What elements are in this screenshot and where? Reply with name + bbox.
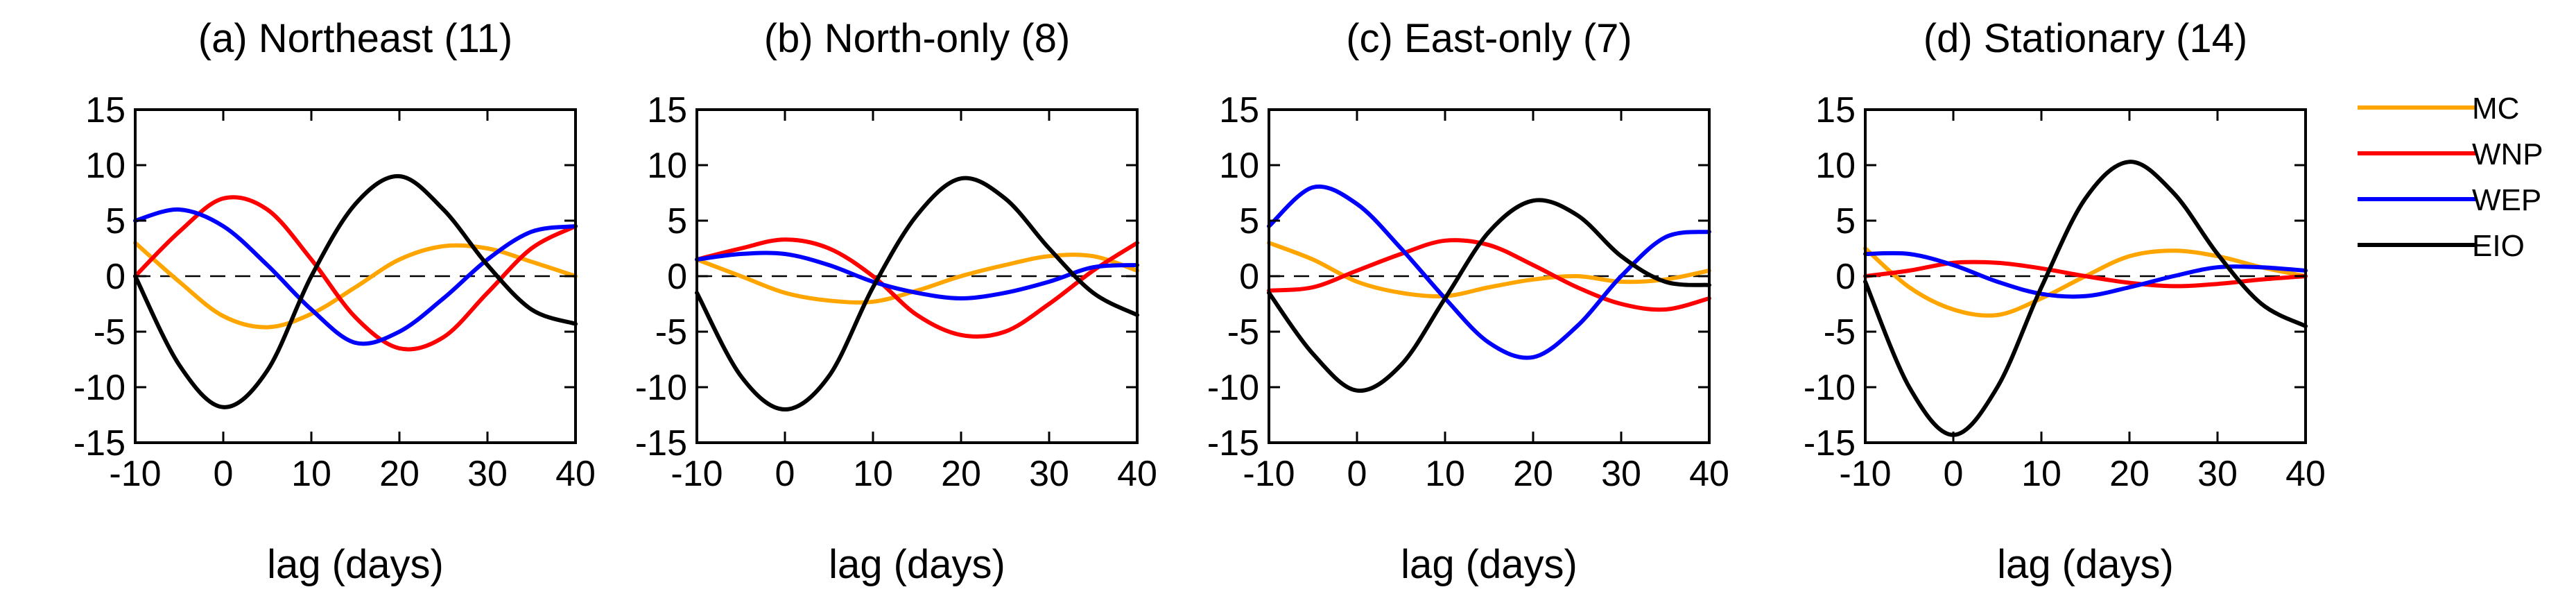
series-line-wep [695, 250, 1139, 300]
series-line-eio [1267, 198, 1711, 393]
x-tick-label: 40 [1689, 454, 1729, 494]
panel-title: (d) Stationary (14) [1924, 16, 2247, 61]
x-tick-label: 0 [1944, 454, 1964, 494]
x-tick-label: 20 [379, 454, 420, 494]
x-tick-label: 0 [214, 454, 234, 494]
y-tick-label: 0 [667, 257, 687, 297]
x-axis-label: lag (days) [1997, 542, 2174, 587]
series-line-wep [1863, 250, 2308, 299]
y-tick-label: 10 [85, 146, 126, 186]
y-tick-label: 10 [1815, 146, 1856, 186]
legend: MC WNP WEP EIO [2358, 92, 2543, 263]
y-tick-label: 15 [1219, 90, 1259, 130]
y-tick-label: 0 [1835, 257, 1856, 297]
series-line-eio [133, 173, 578, 409]
y-tick-label: 5 [105, 201, 126, 241]
legend-label-eio: EIO [2472, 229, 2525, 263]
panel-title: (a) Northeast (11) [198, 16, 512, 61]
x-tick-label: 40 [1117, 454, 1157, 494]
y-tick-label: 5 [1835, 201, 1856, 241]
y-tick-label: 15 [85, 90, 126, 130]
y-tick-label: 5 [1239, 201, 1259, 241]
x-tick-label: 20 [1513, 454, 1553, 494]
y-tick-label: 10 [1219, 146, 1259, 186]
x-tick-label: 30 [1601, 454, 1641, 494]
series-line-wnp [695, 237, 1139, 339]
panel-title: (c) East-only (7) [1346, 16, 1632, 61]
y-tick-label: -15 [1804, 423, 1856, 464]
x-tick-label: 30 [2197, 454, 2238, 494]
x-tick-label: 40 [2285, 454, 2326, 494]
x-tick-label: 30 [467, 454, 508, 494]
x-tick-label: -10 [1839, 454, 1891, 494]
series-line-wnp [133, 195, 578, 352]
y-tick-label: 15 [1815, 90, 1856, 130]
y-tick-label: 0 [105, 257, 126, 297]
plot-frame [1268, 108, 1711, 444]
x-tick-label: 10 [2021, 454, 2061, 494]
x-tick-label: -10 [671, 454, 723, 494]
x-tick-label: 10 [853, 454, 893, 494]
y-tick-label: -10 [1804, 368, 1856, 408]
y-tick-label: -5 [94, 312, 126, 352]
x-axis-label: lag (days) [267, 542, 444, 587]
y-tick-label: -10 [74, 368, 126, 408]
x-tick-label: -10 [1243, 454, 1295, 494]
y-tick-label: -15 [635, 423, 687, 464]
legend-label-wnp: WNP [2472, 137, 2543, 171]
y-tick-label: -10 [635, 368, 687, 408]
y-tick-label: -5 [1227, 312, 1259, 352]
x-tick-label: 20 [2109, 454, 2150, 494]
y-tick-label: -5 [1824, 312, 1856, 352]
y-tick-label: 15 [647, 90, 687, 130]
series-line-wep [133, 207, 578, 346]
x-axis-label: lag (days) [1401, 542, 1577, 587]
x-tick-label: 10 [1425, 454, 1465, 494]
series-line-mc [1267, 241, 1711, 299]
legend-label-wep: WEP [2472, 183, 2541, 217]
x-tick-label: 0 [1347, 454, 1367, 494]
x-tick-label: -10 [109, 454, 161, 494]
x-tick-label: 30 [1029, 454, 1069, 494]
x-tick-label: 20 [941, 454, 981, 494]
x-axis-label: lag (days) [829, 542, 1005, 587]
y-tick-label: 10 [647, 146, 687, 186]
panel-title: (b) North-only (8) [764, 16, 1071, 61]
y-tick-label: 5 [667, 201, 687, 241]
x-tick-label: 40 [555, 454, 596, 494]
series-line-eio [1863, 160, 2308, 437]
y-tick-label: -10 [1207, 368, 1259, 408]
y-tick-label: -5 [655, 312, 687, 352]
series-line-wnp [1267, 238, 1711, 312]
series-line-wnp [1863, 260, 2308, 289]
y-tick-label: -15 [74, 423, 126, 464]
x-tick-label: 10 [291, 454, 331, 494]
series-line-mc [695, 253, 1139, 305]
x-tick-label: 0 [775, 454, 795, 494]
series-line-eio [695, 176, 1139, 411]
legend-label-mc: MC [2472, 92, 2519, 126]
y-tick-label: 0 [1239, 257, 1259, 297]
y-tick-label: -15 [1207, 423, 1259, 464]
